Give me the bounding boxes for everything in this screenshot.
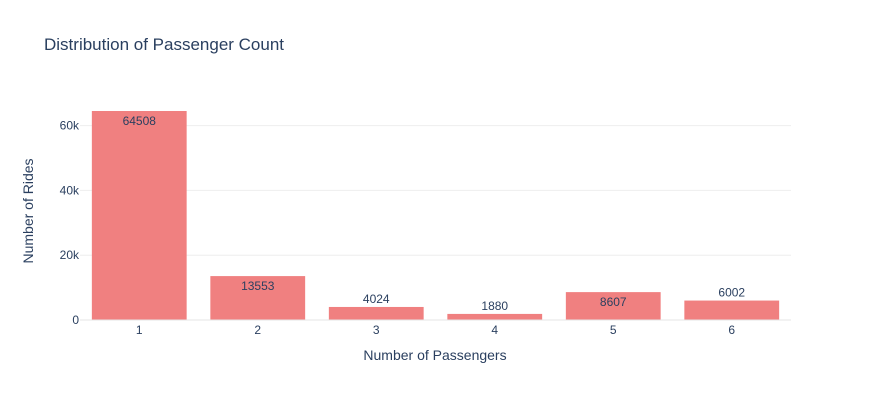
x-tick-label: 6 — [728, 323, 735, 337]
bar-2 — [210, 276, 306, 320]
x-tick-label: 3 — [373, 323, 380, 337]
gridlines — [80, 125, 791, 256]
bar-data-label: 1880 — [481, 299, 508, 313]
bar-3 — [328, 306, 424, 320]
y-axis-ticks: 0 20k 40k 60k — [60, 119, 80, 327]
y-axis-title: Number of Rides — [20, 158, 36, 263]
bar-data-label: 13553 — [241, 279, 275, 293]
y-tick-label: 60k — [60, 119, 80, 133]
x-tick-label: 4 — [491, 323, 498, 337]
chart-title: Distribution of Passenger Count — [44, 35, 284, 54]
bar-data-label: 64508 — [123, 114, 157, 128]
bar-1 — [91, 110, 187, 320]
x-tick-label: 1 — [136, 323, 143, 337]
y-tick-label: 40k — [60, 183, 80, 197]
x-tick-label: 2 — [254, 323, 261, 337]
bar-6 — [684, 300, 780, 320]
x-axis-title: Number of Passengers — [363, 347, 506, 363]
bar-data-label: 4024 — [363, 292, 390, 306]
y-tick-label: 20k — [60, 248, 80, 262]
bars: 64508 13553 4024 1880 8607 6002 — [80, 110, 791, 321]
bar-5 — [565, 292, 661, 320]
bar-data-label: 8607 — [600, 295, 627, 309]
x-tick-label: 5 — [610, 323, 617, 337]
bar-data-label: 6002 — [718, 286, 745, 300]
bar-4 — [447, 313, 543, 320]
y-tick-label: 0 — [72, 313, 79, 327]
x-axis-ticks: 1 2 3 4 5 6 — [136, 323, 736, 337]
